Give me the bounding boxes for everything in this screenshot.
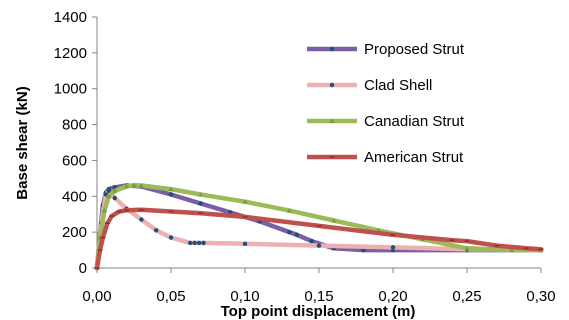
- x-tick-label: 0,15: [304, 288, 333, 305]
- y-tick-label: 1400: [54, 9, 87, 26]
- data-point: [124, 183, 130, 189]
- data-point: [106, 188, 112, 194]
- y-axis-title: Base shear (kN): [14, 86, 31, 199]
- series-line-clad-shell: [94, 188, 544, 271]
- data-point: [242, 199, 248, 204]
- x-ticks: 0,00 0,05 0,10 0,15 0,20 0,25 0,30: [82, 268, 556, 305]
- legend-item-american-strut: American Strut: [307, 149, 464, 166]
- data-point: [139, 217, 144, 222]
- data-point: [287, 229, 292, 235]
- data-point: [188, 240, 193, 246]
- data-point: [112, 195, 117, 201]
- data-point: [154, 228, 159, 233]
- y-tick-label: 800: [62, 117, 87, 134]
- data-point: [168, 186, 174, 192]
- legend-label: Clad Shell: [364, 77, 432, 94]
- series-canadian-strut: [94, 182, 544, 271]
- data-point: [316, 243, 322, 248]
- legend-item-clad-shell: Clad Shell: [307, 77, 432, 94]
- data-point: [390, 245, 396, 250]
- x-axis-title: Top point displacement (m): [221, 303, 416, 320]
- data-point: [106, 193, 112, 199]
- y-tick-label: 1200: [54, 45, 87, 62]
- data-point: [168, 235, 174, 240]
- x-tick-label: 0,25: [452, 288, 481, 305]
- data-point: [198, 201, 203, 206]
- data-point: [201, 240, 206, 246]
- x-tick-label: 0,05: [156, 288, 185, 305]
- legend-item-proposed-strut: Proposed Strut: [307, 41, 465, 58]
- legend-item-canadian-strut: Canadian Strut: [307, 113, 465, 130]
- data-point: [198, 191, 204, 197]
- data-point: [464, 245, 470, 251]
- data-point: [286, 208, 292, 213]
- data-point: [131, 182, 137, 188]
- legend-marker: [329, 46, 335, 52]
- legend-label: American Strut: [364, 149, 464, 166]
- data-point: [294, 232, 299, 238]
- data-point: [101, 208, 107, 213]
- legend-marker: [329, 118, 335, 123]
- legend-label: Proposed Strut: [364, 41, 465, 58]
- series-line-canadian-strut: [94, 182, 544, 271]
- y-tick-label: 1000: [54, 81, 87, 98]
- data-point: [192, 240, 197, 246]
- y-tick-label: 0: [79, 260, 87, 277]
- series-line-american-strut: [94, 207, 544, 271]
- data-point: [242, 241, 248, 246]
- x-tick-label: 0,30: [526, 288, 555, 305]
- x-tick-label: 0,20: [378, 288, 407, 305]
- legend: Proposed Strut Clad Shell Canadian Strut Am…: [307, 41, 465, 166]
- x-tick-label: 0,10: [230, 288, 259, 305]
- data-point: [112, 188, 118, 193]
- legend-label: Canadian Strut: [364, 113, 465, 130]
- legend-marker: [329, 82, 335, 88]
- series-clad-shell: [94, 188, 544, 271]
- x-tick-label: 0,00: [82, 288, 111, 305]
- data-point: [138, 183, 144, 188]
- data-point: [331, 217, 337, 223]
- data-point: [309, 238, 314, 244]
- y-tick-label: 200: [62, 224, 87, 241]
- y-tick-label: 400: [62, 188, 87, 205]
- data-point: [196, 240, 202, 246]
- series-american-strut: [94, 207, 544, 271]
- data-point: [361, 247, 366, 253]
- y-tick-label: 600: [62, 152, 87, 169]
- y-ticks: 0 200 400 600 800 1000 1200 1400: [54, 9, 97, 277]
- data-point: [168, 192, 174, 197]
- axes: [96, 17, 541, 269]
- series-layer: [94, 182, 544, 271]
- data-point: [508, 247, 514, 253]
